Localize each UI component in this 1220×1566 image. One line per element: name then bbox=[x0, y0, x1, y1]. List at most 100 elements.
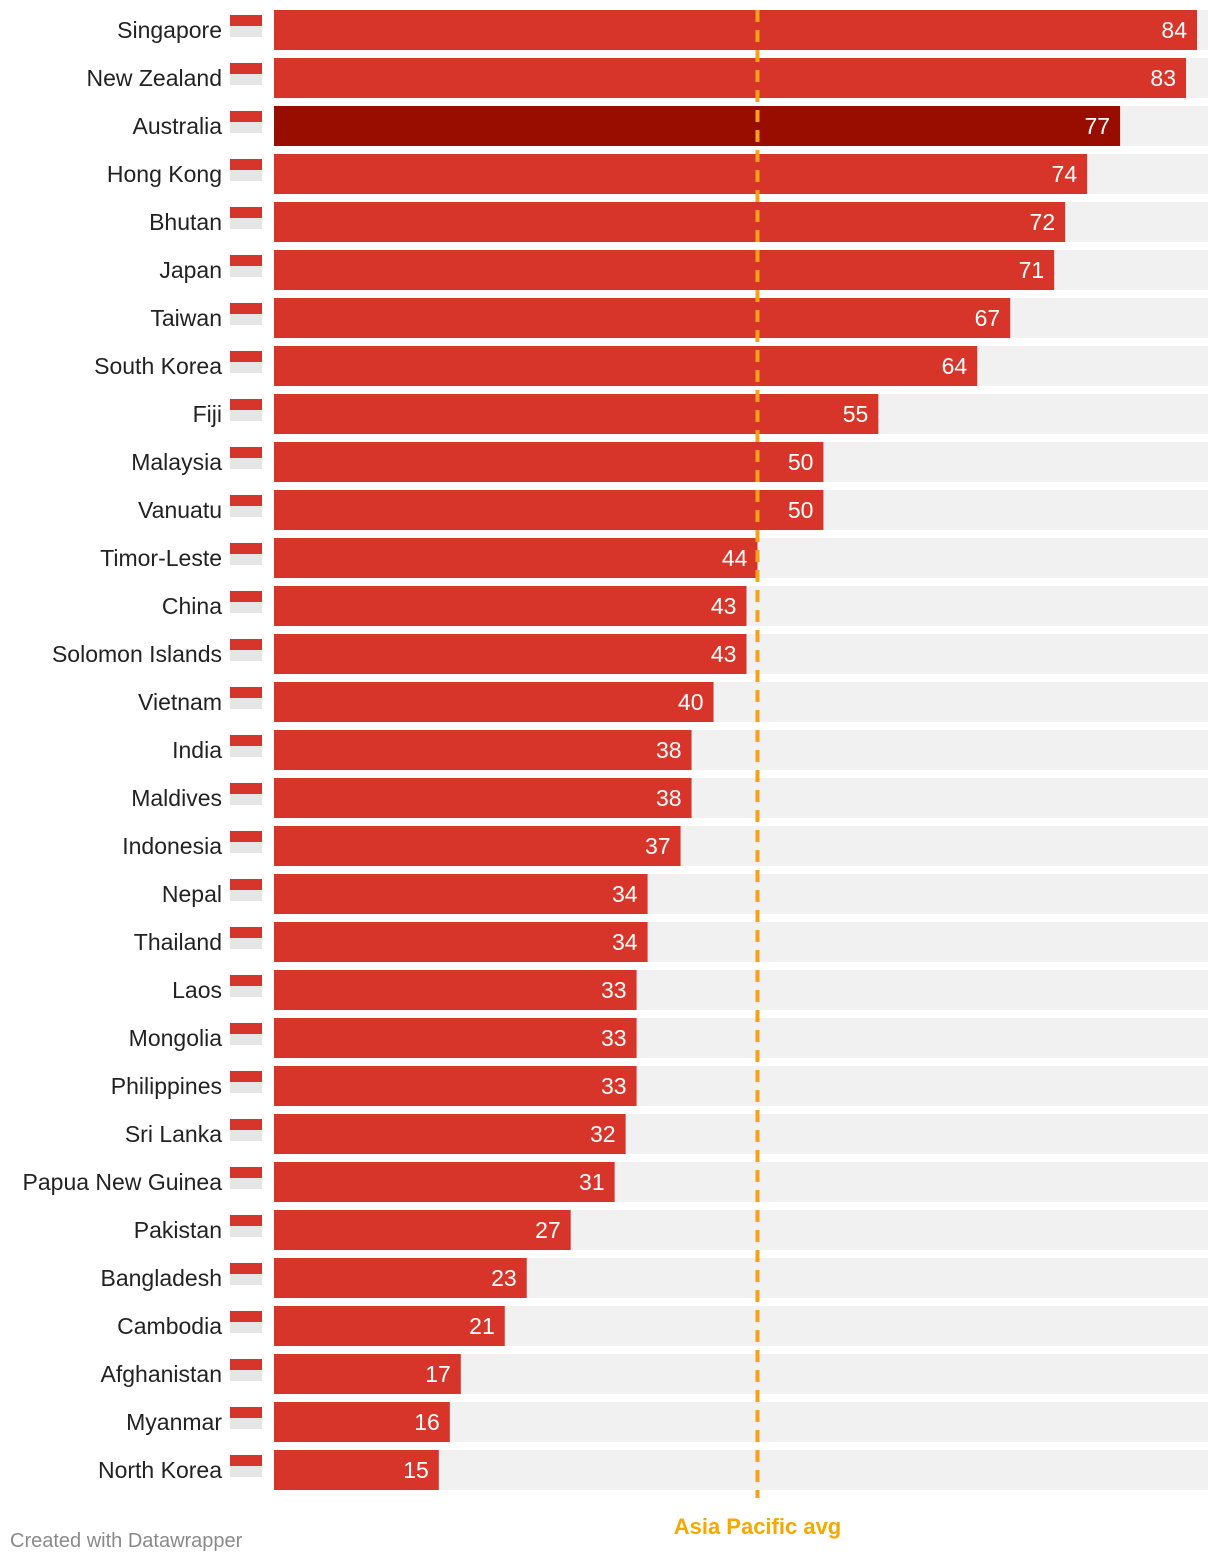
flag-south-korea-icon bbox=[230, 351, 262, 373]
bar-laos bbox=[274, 970, 637, 1010]
category-label: Solomon Islands bbox=[52, 641, 222, 667]
bar-cambodia bbox=[274, 1306, 505, 1346]
reference-line-label: Asia Pacific avg bbox=[674, 1514, 842, 1539]
data-label: 72 bbox=[1030, 209, 1056, 235]
data-label: 40 bbox=[678, 689, 704, 715]
data-label: 34 bbox=[612, 929, 638, 955]
data-label: 23 bbox=[491, 1265, 517, 1291]
bar-australia bbox=[274, 106, 1121, 146]
bar-north-korea bbox=[274, 1450, 439, 1490]
category-label: Mongolia bbox=[129, 1025, 223, 1051]
flag-hong-kong-icon bbox=[230, 159, 262, 181]
category-label: Japan bbox=[159, 257, 222, 283]
bar-bangladesh bbox=[274, 1258, 527, 1298]
flag-bangladesh-icon bbox=[230, 1263, 262, 1285]
data-label: 38 bbox=[656, 737, 682, 763]
flag-myanmar-icon bbox=[230, 1407, 262, 1429]
flag-fiji-icon bbox=[230, 399, 262, 421]
flag-vanuatu-icon bbox=[230, 495, 262, 517]
flag-indonesia-icon bbox=[230, 831, 262, 853]
category-label: Australia bbox=[133, 113, 223, 139]
data-label: 50 bbox=[788, 449, 814, 475]
footer-credit[interactable]: Created with Datawrapper bbox=[10, 1530, 243, 1552]
flag-papua-new-guinea-icon bbox=[230, 1167, 262, 1189]
bar-pakistan bbox=[274, 1210, 571, 1250]
category-label: Hong Kong bbox=[107, 161, 222, 187]
data-label: 44 bbox=[722, 545, 748, 571]
bar-japan bbox=[274, 250, 1055, 290]
flag-maldives-icon bbox=[230, 783, 262, 805]
bar-fiji bbox=[274, 394, 879, 434]
category-label: Nepal bbox=[162, 881, 222, 907]
bar-nepal bbox=[274, 874, 648, 914]
flag-cambodia-icon bbox=[230, 1311, 262, 1333]
bar-papua-new-guinea bbox=[274, 1162, 615, 1202]
data-label: 38 bbox=[656, 785, 682, 811]
category-label: New Zealand bbox=[86, 65, 222, 91]
bar-maldives bbox=[274, 778, 692, 818]
data-label: 15 bbox=[403, 1457, 429, 1483]
flag-solomon-islands-icon bbox=[230, 639, 262, 661]
flag-vietnam-icon bbox=[230, 687, 262, 709]
data-label: 31 bbox=[579, 1169, 605, 1195]
data-label: 27 bbox=[535, 1217, 561, 1243]
category-label: Malaysia bbox=[131, 449, 222, 475]
flag-timor-leste-icon bbox=[230, 543, 262, 565]
category-label: Vietnam bbox=[138, 689, 222, 715]
flag-china-icon bbox=[230, 591, 262, 613]
category-label: Afghanistan bbox=[101, 1361, 222, 1387]
flag-nepal-icon bbox=[230, 879, 262, 901]
category-label: Maldives bbox=[131, 785, 222, 811]
flag-malaysia-icon bbox=[230, 447, 262, 469]
bar-afghanistan bbox=[274, 1354, 461, 1394]
bar-timor-leste bbox=[274, 538, 758, 578]
flag-japan-icon bbox=[230, 255, 262, 277]
data-label: 33 bbox=[601, 1025, 627, 1051]
flag-pakistan-icon bbox=[230, 1215, 262, 1237]
bar-solomon-islands bbox=[274, 634, 747, 674]
category-label: Taiwan bbox=[150, 305, 222, 331]
category-label: India bbox=[172, 737, 222, 763]
category-label: Singapore bbox=[117, 17, 222, 43]
data-label: 43 bbox=[711, 641, 737, 667]
bar-malaysia bbox=[274, 442, 824, 482]
flag-afghanistan-icon bbox=[230, 1359, 262, 1381]
data-label: 64 bbox=[942, 353, 968, 379]
category-label: Bangladesh bbox=[101, 1265, 223, 1291]
category-label: Laos bbox=[172, 977, 222, 1003]
data-label: 37 bbox=[645, 833, 671, 859]
bar-myanmar bbox=[274, 1402, 450, 1442]
data-label: 33 bbox=[601, 1073, 627, 1099]
flag-north-korea-icon bbox=[230, 1455, 262, 1477]
data-label: 32 bbox=[590, 1121, 616, 1147]
flag-sri-lanka-icon bbox=[230, 1119, 262, 1141]
data-label: 17 bbox=[425, 1361, 451, 1387]
data-label: 50 bbox=[788, 497, 814, 523]
category-label: China bbox=[162, 593, 222, 619]
data-label: 21 bbox=[469, 1313, 495, 1339]
category-label: Timor-Leste bbox=[100, 545, 222, 571]
data-label: 74 bbox=[1052, 161, 1078, 187]
category-label: Papua New Guinea bbox=[23, 1169, 223, 1195]
category-label: Vanuatu bbox=[138, 497, 222, 523]
category-label: Pakistan bbox=[134, 1217, 222, 1243]
bar-vanuatu bbox=[274, 490, 824, 530]
flag-australia-icon bbox=[230, 111, 262, 133]
bar-mongolia bbox=[274, 1018, 637, 1058]
bar-vietnam bbox=[274, 682, 714, 722]
data-label: 67 bbox=[975, 305, 1001, 331]
category-label: Bhutan bbox=[149, 209, 222, 235]
flag-mongolia-icon bbox=[230, 1023, 262, 1045]
bar-india bbox=[274, 730, 692, 770]
bar-sri-lanka bbox=[274, 1114, 626, 1154]
data-label: 83 bbox=[1150, 65, 1176, 91]
bar-taiwan bbox=[274, 298, 1011, 338]
data-label: 55 bbox=[843, 401, 869, 427]
category-label: South Korea bbox=[94, 353, 222, 379]
data-label: 84 bbox=[1161, 17, 1187, 43]
category-label: Indonesia bbox=[122, 833, 222, 859]
flag-thailand-icon bbox=[230, 927, 262, 949]
bar-new-zealand bbox=[274, 58, 1187, 98]
bar-south-korea bbox=[274, 346, 978, 386]
